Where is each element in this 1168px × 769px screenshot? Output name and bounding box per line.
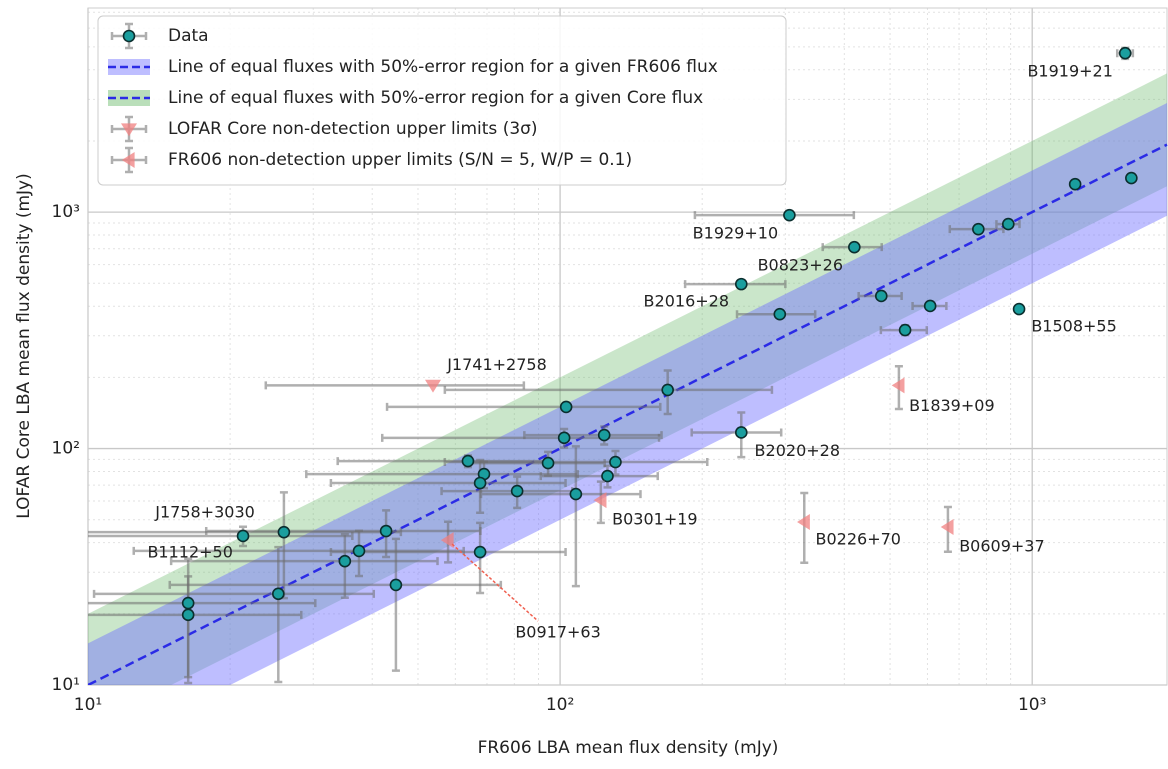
data-point bbox=[773, 307, 787, 321]
y-error-bar bbox=[800, 491, 809, 564]
x-error-bar bbox=[479, 490, 642, 499]
data-point bbox=[734, 426, 748, 439]
point-annotation: B1919+21 bbox=[1027, 62, 1112, 81]
x-error-bar bbox=[693, 211, 856, 220]
upper-limit-marker bbox=[593, 492, 607, 509]
data-point bbox=[473, 476, 487, 490]
x-error-bar bbox=[88, 610, 303, 619]
data-point bbox=[1118, 46, 1132, 60]
data-point bbox=[559, 400, 573, 414]
x-error-bar bbox=[92, 589, 376, 598]
data-point bbox=[972, 222, 985, 236]
legend-swatch bbox=[108, 90, 150, 106]
x-error-bar bbox=[88, 599, 317, 608]
x-tick-label: 10³ bbox=[1018, 695, 1046, 715]
data-point bbox=[898, 323, 912, 337]
data-point bbox=[848, 240, 861, 254]
point-annotation: B2016+28 bbox=[644, 292, 729, 311]
x-error-bar bbox=[329, 479, 567, 488]
data-point bbox=[1125, 171, 1138, 185]
data-point bbox=[473, 545, 487, 559]
upper-limit-marker bbox=[891, 377, 905, 394]
upper-limit-marker bbox=[940, 518, 954, 535]
data-point bbox=[541, 456, 555, 470]
legend-label: LOFAR Core non-detection upper limits (3… bbox=[168, 119, 538, 139]
data-point bbox=[338, 554, 352, 568]
data-point bbox=[601, 469, 614, 483]
data-point bbox=[923, 299, 937, 313]
x-tick-label: 10² bbox=[546, 695, 574, 715]
y-error-bar bbox=[184, 575, 193, 679]
data-point bbox=[1068, 177, 1082, 191]
x-axis-label: FR606 LBA mean flux density (mJy) bbox=[478, 738, 779, 758]
legend-marker bbox=[122, 29, 136, 43]
x-error-bar bbox=[385, 402, 662, 411]
x-error-bar bbox=[264, 381, 526, 390]
data-point bbox=[272, 587, 285, 601]
y-axis-label: LOFAR Core LBA mean flux density (mJy) bbox=[14, 173, 34, 518]
data-point bbox=[783, 208, 796, 222]
upper-limit-marker bbox=[797, 514, 810, 531]
point-annotation: B0823+26 bbox=[758, 256, 843, 275]
y-error-bar bbox=[571, 445, 580, 588]
data-point bbox=[236, 529, 250, 543]
plot-area bbox=[87, 7, 1168, 686]
point-annotation: B1508+55 bbox=[1031, 317, 1116, 336]
upper-limit-marker bbox=[440, 532, 454, 549]
y-tick-label: 10³ bbox=[52, 202, 80, 222]
legend-swatch bbox=[108, 59, 150, 75]
legend-label: Data bbox=[168, 26, 209, 46]
legend-marker bbox=[121, 152, 135, 168]
legend-label: Line of equal fluxes with 50%-error regi… bbox=[168, 57, 718, 77]
data-point bbox=[874, 289, 888, 303]
data-point bbox=[597, 428, 611, 442]
legend: Data Line of equal fluxes with 50%-error … bbox=[97, 15, 787, 186]
x-error-bar bbox=[539, 472, 659, 481]
data-point bbox=[510, 484, 524, 498]
data-point bbox=[389, 578, 403, 592]
data-point bbox=[1001, 217, 1015, 231]
point-annotation: J1758+3030 bbox=[154, 502, 255, 521]
data-point bbox=[379, 524, 393, 538]
legend-label: Line of equal fluxes with 50%-error regi… bbox=[168, 88, 703, 108]
data-point bbox=[461, 454, 475, 468]
data-point bbox=[1012, 302, 1026, 316]
point-annotation: B0301+19 bbox=[612, 510, 697, 529]
legend-marker bbox=[121, 123, 137, 137]
data-point bbox=[609, 455, 622, 469]
y-tick-label: 10² bbox=[52, 439, 80, 459]
y-tick-label: 10¹ bbox=[52, 675, 80, 695]
data-point bbox=[181, 596, 195, 610]
annotation-arrow bbox=[451, 543, 539, 622]
upper-limit-marker bbox=[424, 379, 441, 393]
x-error-bar bbox=[169, 557, 439, 566]
point-annotation: B2020+28 bbox=[755, 441, 840, 460]
point-annotation: B1839+09 bbox=[909, 396, 994, 415]
data-point bbox=[277, 525, 291, 539]
x-tick-label: 10¹ bbox=[74, 695, 102, 715]
data-point bbox=[661, 383, 674, 397]
legend-box bbox=[97, 15, 787, 186]
data-point bbox=[352, 544, 366, 558]
point-annotation: B0226+70 bbox=[816, 530, 901, 549]
point-annotation: B0917+63 bbox=[515, 623, 600, 642]
x-error-bar bbox=[523, 431, 663, 440]
x-error-bar bbox=[88, 528, 403, 537]
legend-label: FR606 non-detection upper limits (S/N = … bbox=[168, 150, 632, 170]
point-annotation: J1741+2758 bbox=[446, 355, 547, 374]
point-annotation: B1112+50 bbox=[147, 543, 232, 562]
x-error-bar bbox=[88, 531, 354, 540]
data-point bbox=[734, 277, 748, 291]
data-point bbox=[569, 487, 583, 501]
data-point bbox=[557, 431, 571, 445]
plot-content bbox=[88, 46, 1168, 685]
x-error-bar bbox=[443, 385, 774, 394]
point-annotation: B1929+10 bbox=[693, 224, 778, 243]
data-point bbox=[181, 608, 195, 622]
y-error-bar bbox=[391, 537, 400, 672]
point-annotation: B0609+37 bbox=[959, 536, 1044, 555]
